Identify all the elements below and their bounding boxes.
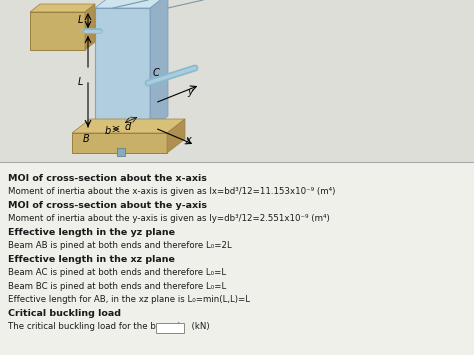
Bar — [30, 12, 85, 50]
Text: L: L — [78, 15, 83, 25]
Text: x: x — [185, 135, 191, 145]
Bar — [0, 0, 474, 162]
Text: b: b — [105, 126, 111, 136]
Text: Beam AC is pined at both ends and therefore L₀=L: Beam AC is pined at both ends and theref… — [8, 268, 226, 277]
Text: MOI of cross-section about the x-axis: MOI of cross-section about the x-axis — [8, 174, 207, 182]
Polygon shape — [30, 4, 95, 12]
Polygon shape — [72, 119, 185, 133]
Polygon shape — [167, 119, 185, 153]
Text: B: B — [82, 134, 89, 144]
Bar — [0, 162, 474, 355]
Text: MOI of cross-section about the y-axis: MOI of cross-section about the y-axis — [8, 201, 207, 209]
Text: Effective length in the xz plane: Effective length in the xz plane — [8, 255, 175, 263]
Text: Moment of inertia about the x-axis is given as Ix=bd³/12=11.153x10⁻⁹ (m⁴): Moment of inertia about the x-axis is gi… — [8, 187, 336, 196]
Text: Beam AB is pined at both ends and therefore L₀=2L: Beam AB is pined at both ends and theref… — [8, 241, 232, 250]
Text: y: y — [187, 87, 193, 97]
Bar — [72, 133, 167, 153]
Text: Beam BC is pined at both ends and therefore L₀=L: Beam BC is pined at both ends and theref… — [8, 282, 226, 290]
Bar — [117, 148, 125, 156]
Text: Effective length in the yz plane: Effective length in the yz plane — [8, 228, 175, 236]
Text: L: L — [78, 77, 83, 87]
Text: Effective length for AB, in the xz plane is L₀=min(L,L)=L: Effective length for AB, in the xz plane… — [8, 295, 250, 304]
Text: d: d — [125, 122, 131, 132]
Polygon shape — [95, 0, 168, 8]
Text: Critical buckling load: Critical buckling load — [8, 308, 121, 317]
Polygon shape — [85, 4, 95, 50]
Text: Moment of inertia about the y-axis is given as Iy=db³/12=2.551x10⁻⁹ (m⁴): Moment of inertia about the y-axis is gi… — [8, 214, 330, 223]
Text: (kN): (kN) — [186, 322, 210, 331]
Polygon shape — [150, 0, 168, 130]
Text: The critical buckling load for the beam is: The critical buckling load for the beam … — [8, 322, 187, 331]
Bar — [156, 323, 184, 333]
Bar — [95, 8, 150, 130]
Text: C: C — [153, 68, 160, 78]
